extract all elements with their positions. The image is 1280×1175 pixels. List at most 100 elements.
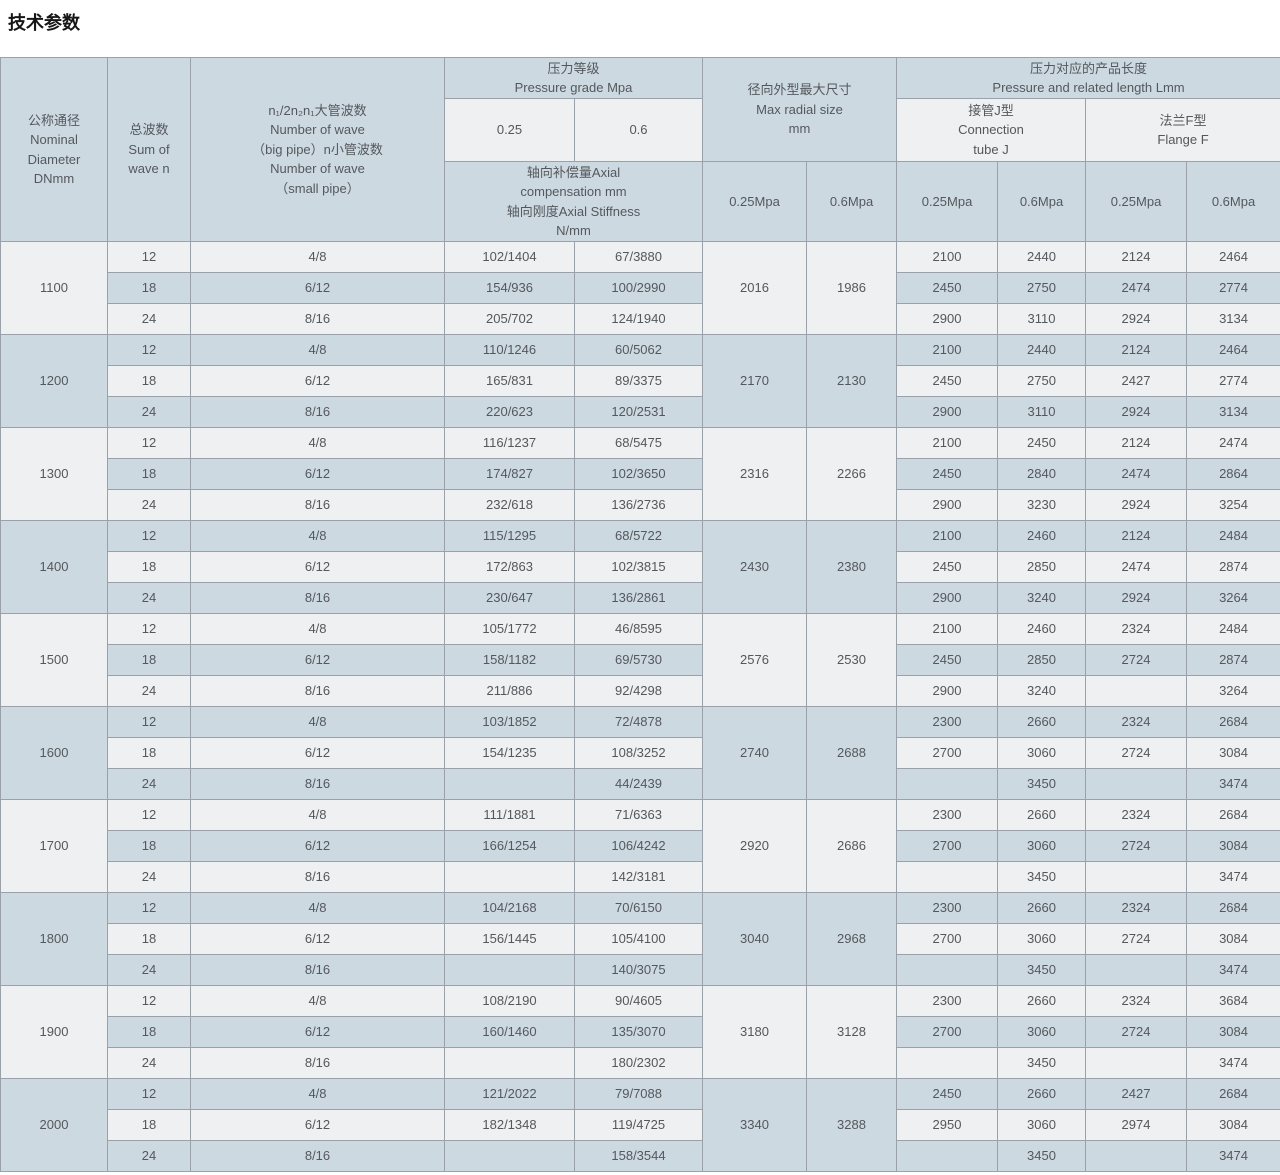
cell-flange-f-025	[1085, 768, 1188, 800]
cell-tube-j-025	[896, 861, 999, 893]
cell-tube-j-025: 2900	[896, 489, 999, 521]
header-flange-f-025mpa: 0.25Mpa	[1085, 161, 1188, 242]
table-row: 24 8/16 232/618 136/2736 2900 3230 2924 3254	[1, 489, 1280, 521]
cell-sum-of-wave: 18	[107, 1109, 191, 1141]
cell-flange-f-025	[1085, 861, 1188, 893]
cell-tube-j-06: 2460	[997, 613, 1087, 645]
table-row: 18 6/12 154/1235 108/3252 2700 3060 2724 3084	[1, 737, 1280, 769]
cell-tube-j-06: 2660	[997, 892, 1087, 924]
cell-flange-f-06: 2484	[1186, 613, 1280, 645]
table-row: 24 8/16 142/3181 3450 3474	[1, 861, 1280, 893]
table-row: 1100 12 4/8 102/1404 67/3880 2016 1986 2100 2440…	[0, 241, 1280, 335]
table-row: 24 8/16 140/3075 3450 3474	[1, 954, 1280, 986]
cell-axial-025: 105/1772	[444, 613, 575, 645]
table-row: 1600 12 4/8 103/1852 72/4878 2740 2688 2300 2660…	[0, 706, 1280, 800]
cell-wave-numbers: 8/16	[190, 1047, 445, 1079]
cell-flange-f-06: 3264	[1186, 582, 1280, 614]
cell-nominal-diameter: 1600	[0, 706, 108, 800]
cell-radial-06: 1986	[805, 241, 898, 335]
cell-tube-j-06: 2660	[997, 985, 1087, 1017]
table-row: 18 6/12 182/1348 119/4725 2950 3060 2974 3084	[1, 1109, 1280, 1141]
cell-sum-of-wave: 18	[107, 458, 191, 490]
table-row: 2000 12 4/8 121/2022 79/7088 3340 3288 2450 2660…	[0, 1078, 1280, 1172]
cell-axial-025: 172/863	[444, 551, 575, 583]
cell-axial-06: 69/5730	[574, 644, 703, 676]
cell-flange-f-06: 2474	[1186, 427, 1280, 459]
cell-flange-f-025: 2474	[1085, 458, 1188, 490]
cell-axial-025: 116/1237	[444, 427, 575, 459]
cell-tube-j-06: 3450	[997, 861, 1087, 893]
cell-flange-f-06: 3264	[1186, 675, 1280, 707]
technical-parameters-table: 公称通径 Nominal Diameter DNmm 总波数 Sum of wa…	[0, 57, 1280, 1172]
cell-flange-f-025: 2724	[1085, 923, 1188, 955]
cell-tube-j-025: 2100	[896, 613, 999, 645]
cell-axial-025: 154/1235	[444, 737, 575, 769]
cell-axial-025: 115/1295	[444, 520, 575, 552]
table-row: 1300 12 4/8 116/1237 68/5475 2316 2266 2100 2450…	[0, 427, 1280, 521]
cell-sum-of-wave: 24	[107, 303, 191, 335]
table-row: 24 8/16 211/886 92/4298 2900 3240 3264	[1, 675, 1280, 707]
cell-wave-numbers: 4/8	[190, 520, 445, 552]
cell-axial-025: 154/936	[444, 272, 575, 304]
cell-tube-j-025	[896, 1140, 999, 1172]
cell-tube-j-06: 2440	[997, 241, 1087, 273]
cell-wave-numbers: 6/12	[190, 551, 445, 583]
cell-axial-06: 68/5722	[574, 520, 703, 552]
header-flange-f: 法兰F型 Flange F	[1085, 98, 1280, 162]
cell-wave-numbers: 6/12	[190, 458, 445, 490]
cell-flange-f-025: 2724	[1085, 1016, 1188, 1048]
cell-flange-f-06: 2774	[1186, 272, 1280, 304]
table-row: 1700 12 4/8 111/1881 71/6363 2920 2686 2300 2660…	[0, 799, 1280, 893]
cell-flange-f-025: 2324	[1085, 985, 1188, 1017]
cell-tube-j-025: 2450	[896, 551, 999, 583]
cell-flange-f-06: 3474	[1186, 861, 1280, 893]
cell-axial-025: 110/1246	[444, 334, 575, 366]
cell-wave-numbers: 6/12	[190, 365, 445, 397]
cell-wave-numbers: 8/16	[190, 582, 445, 614]
cell-sum-of-wave: 18	[107, 272, 191, 304]
header-flange-f-06mpa: 0.6Mpa	[1186, 161, 1280, 242]
cell-tube-j-06: 2660	[997, 1078, 1087, 1110]
cell-axial-025: 174/827	[444, 458, 575, 490]
cell-flange-f-06: 2774	[1186, 365, 1280, 397]
cell-tube-j-06: 2660	[997, 799, 1087, 831]
cell-tube-j-025: 2100	[896, 241, 999, 273]
cell-tube-j-06: 3110	[997, 303, 1087, 335]
cell-flange-f-025: 2124	[1085, 241, 1188, 273]
cell-tube-j-025: 2450	[896, 458, 999, 490]
cell-tube-j-06: 2750	[997, 272, 1087, 304]
cell-flange-f-025: 2724	[1085, 644, 1188, 676]
cell-wave-numbers: 8/16	[190, 1140, 445, 1172]
cell-radial-06: 2530	[805, 613, 898, 707]
cell-axial-06: 102/3815	[574, 551, 703, 583]
cell-tube-j-06: 2450	[997, 427, 1087, 459]
cell-flange-f-025: 2427	[1085, 365, 1188, 397]
cell-radial-025: 2740	[702, 706, 807, 800]
table-row: 18 6/12 158/1182 69/5730 2450 2850 2724 2874	[1, 644, 1280, 676]
header-max-radial-size: 径向外型最大尺寸 Max radial size mm	[701, 57, 898, 162]
cell-axial-025: 103/1852	[444, 706, 575, 738]
cell-sum-of-wave: 12	[107, 427, 191, 459]
cell-axial-06: 158/3544	[574, 1140, 703, 1172]
table-row: 1500 12 4/8 105/1772 46/8595 2576 2530 2100 2460…	[0, 613, 1280, 707]
cell-axial-06: 92/4298	[574, 675, 703, 707]
cell-tube-j-06: 3060	[997, 737, 1087, 769]
cell-axial-06: 135/3070	[574, 1016, 703, 1048]
cell-wave-numbers: 4/8	[190, 334, 445, 366]
cell-axial-06: 142/3181	[574, 861, 703, 893]
cell-wave-numbers: 4/8	[190, 427, 445, 459]
cell-radial-025: 2016	[702, 241, 807, 335]
cell-axial-06: 46/8595	[574, 613, 703, 645]
table-row: 18 6/12 166/1254 106/4242 2700 3060 2724 3084	[1, 830, 1280, 862]
cell-flange-f-06: 3474	[1186, 1140, 1280, 1172]
cell-sum-of-wave: 24	[107, 582, 191, 614]
cell-axial-025	[444, 861, 575, 893]
cell-sum-of-wave: 24	[107, 489, 191, 521]
table-row: 24 8/16 158/3544 3450 3474	[1, 1140, 1280, 1172]
cell-tube-j-025: 2900	[896, 396, 999, 428]
cell-flange-f-06: 2684	[1186, 706, 1280, 738]
table-row: 24 8/16 230/647 136/2861 2900 3240 2924 3264	[1, 582, 1280, 614]
cell-radial-025: 2170	[702, 334, 807, 428]
cell-wave-numbers: 4/8	[190, 613, 445, 645]
cell-wave-numbers: 6/12	[190, 830, 445, 862]
